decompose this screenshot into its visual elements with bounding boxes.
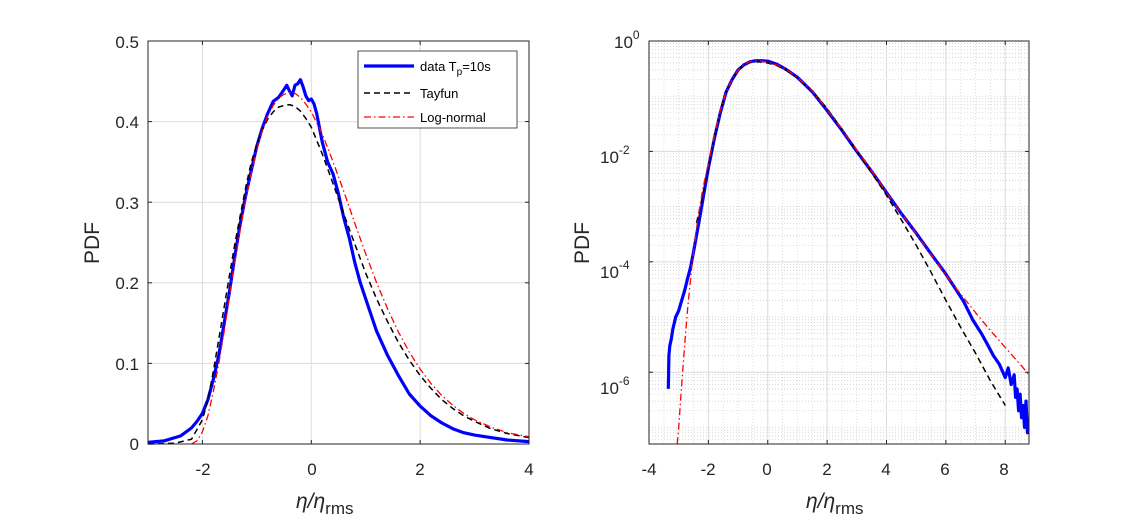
right-series-lognormal-line: [676, 60, 1029, 444]
right-x-axis-label-main: η/η: [806, 490, 835, 513]
right-x-tick-label: 6: [940, 460, 949, 479]
left-x-tick-labels: -2 0 2 4: [195, 460, 533, 479]
right-y-tick-base: 10: [600, 263, 619, 282]
legend-label-tayfun: Tayfun: [420, 86, 458, 101]
right-y-tick-exponent: -2: [619, 143, 630, 157]
legend-label-data-tail: =10s: [462, 59, 491, 74]
left-x-axis-label: η/ηrms: [296, 490, 353, 518]
right-x-axis-label: η/ηrms: [806, 490, 863, 518]
legend-box: [357, 50, 518, 129]
left-series-data-line: [147, 78, 530, 444]
left-y-tick-label: 0: [130, 435, 139, 454]
right-y-tick-label: 10-4: [600, 258, 630, 282]
left-ticks: [148, 40, 530, 445]
right-y-tick-base: 10: [614, 33, 633, 52]
left-y-tick-label: 0.1: [115, 355, 139, 374]
legend: data Tp=10s Tayfun Log-normal: [357, 50, 518, 129]
left-y-tick-label: 0.2: [115, 274, 139, 293]
left-y-tick-label: 0.5: [115, 33, 139, 52]
left-x-tick-label: 2: [415, 460, 424, 479]
right-x-tick-label: 8: [999, 460, 1008, 479]
right-x-tick-label: -2: [700, 460, 715, 479]
right-y-tick-labels: 10-6 10-4 10-2 100: [600, 28, 640, 398]
left-x-axis-label-main: η/η: [296, 490, 325, 513]
right-y-tick-label: 10-2: [600, 143, 630, 167]
right-y-axis-label: PDF: [571, 222, 594, 264]
right-x-axis-label-sub: rms: [835, 499, 863, 518]
left-series-lognormal-line: [191, 91, 530, 445]
right-y-tick-exponent: 0: [633, 28, 640, 42]
right-y-tick-label: 10-6: [600, 374, 630, 398]
right-x-tick-label: -4: [641, 460, 656, 479]
left-x-axis-label-sub: rms: [325, 499, 353, 518]
right-y-tick-exponent: -4: [619, 258, 630, 272]
left-x-tick-label: 4: [524, 460, 533, 479]
left-y-tick-labels: 0 0.1 0.2 0.3 0.4 0.5: [115, 33, 139, 454]
right-y-tick-base: 10: [600, 379, 619, 398]
legend-label-data-main: data T: [420, 59, 457, 74]
left-x-tick-label: 0: [307, 460, 316, 479]
right-y-tick-base: 10: [600, 148, 619, 167]
right-x-tick-label: 2: [822, 460, 831, 479]
legend-label-lognormal: Log-normal: [420, 110, 486, 125]
left-y-axis-label: PDF: [81, 222, 104, 264]
right-x-tick-label: 4: [881, 460, 890, 479]
left-y-tick-label: 0.4: [115, 113, 139, 132]
left-y-tick-label: 0.3: [115, 194, 139, 213]
left-x-tick-label: -2: [195, 460, 210, 479]
left-series-tayfun-line: [147, 103, 530, 445]
right-ticks: [648, 40, 1029, 444]
legend-label-data-sub: p: [457, 67, 463, 78]
right-panel: -4 -2 0 2 4 6 8 10-6 10-4 10-2 100 PDF η…: [571, 28, 1030, 518]
right-axes-box: [648, 40, 1030, 445]
left-series: [147, 78, 530, 445]
left-panel: -2 0 2 4 0 0.1 0.2 0.3 0.4 0.5 PDF η/ηrm…: [81, 33, 534, 518]
right-y-tick-label: 100: [614, 28, 640, 52]
right-x-tick-label: 0: [762, 460, 771, 479]
left-axes-box: [147, 40, 530, 445]
legend-label-data: data Tp=10s: [420, 59, 491, 78]
right-series: [666, 59, 1029, 444]
right-x-tick-labels: -4 -2 0 2 4 6 8: [641, 460, 1008, 479]
right-y-tick-exponent: -6: [619, 374, 630, 388]
